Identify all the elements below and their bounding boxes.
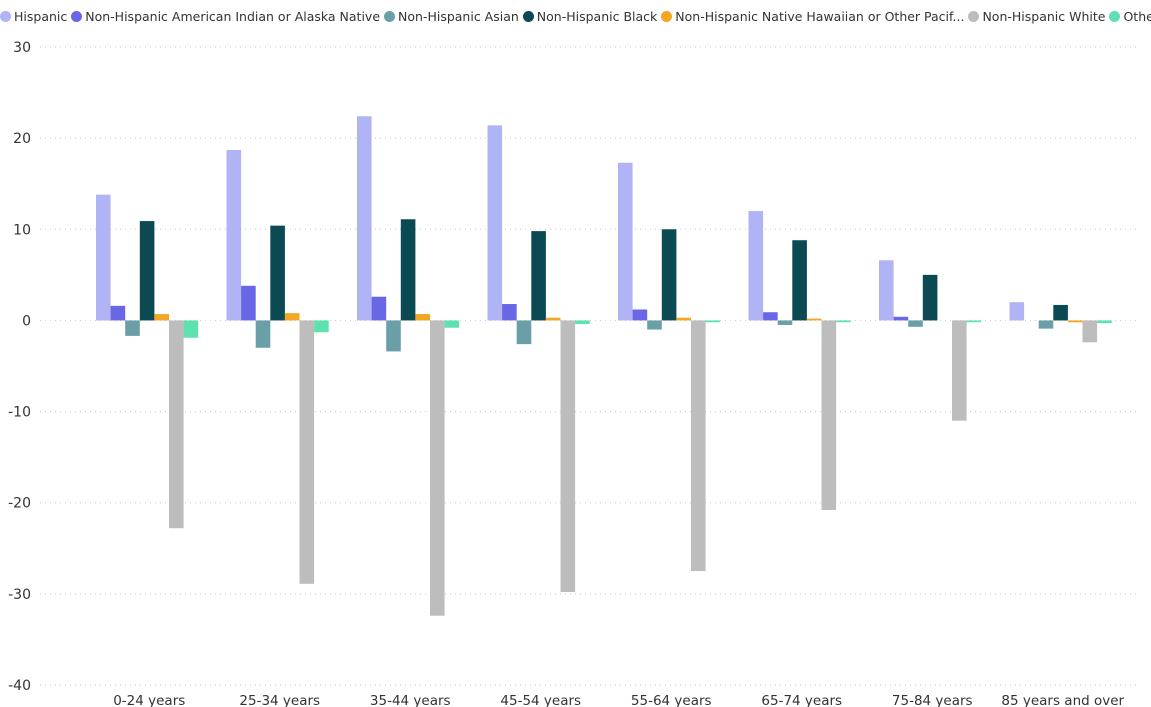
- legend-swatch: [968, 11, 980, 22]
- y-tick-label: -10: [8, 405, 31, 421]
- legend-swatch: [384, 11, 396, 22]
- bar[interactable]: [952, 320, 967, 421]
- bar[interactable]: [545, 317, 561, 321]
- legend-swatch: [661, 11, 673, 22]
- bar[interactable]: [893, 316, 909, 321]
- bar[interactable]: [1082, 320, 1098, 343]
- y-tick-label: 10: [13, 222, 31, 238]
- bar[interactable]: [691, 320, 706, 572]
- bar[interactable]: [879, 260, 894, 321]
- bar[interactable]: [125, 320, 140, 336]
- y-tick-label: -40: [8, 678, 31, 694]
- bar[interactable]: [255, 320, 271, 348]
- x-tick-label: 55-64 years: [631, 693, 712, 707]
- legend-label: Non-Hispanic White: [982, 9, 1106, 24]
- bar[interactable]: [169, 320, 184, 529]
- legend-label: Non-Hispanic Asian: [398, 9, 519, 24]
- bar[interactable]: [705, 320, 721, 323]
- legend-label: Hispanic: [14, 9, 68, 24]
- y-tick-label: 0: [22, 313, 31, 329]
- bar[interactable]: [139, 221, 155, 321]
- bar[interactable]: [430, 320, 445, 616]
- bar[interactable]: [226, 149, 242, 321]
- y-tick-label: -20: [8, 496, 31, 512]
- bar[interactable]: [632, 309, 648, 321]
- bar[interactable]: [676, 317, 691, 321]
- bar[interactable]: [154, 314, 169, 321]
- legend-item[interactable]: Othe: [1109, 9, 1151, 24]
- bar[interactable]: [618, 162, 633, 321]
- x-tick-label: 65-74 years: [761, 693, 842, 707]
- bar[interactable]: [647, 320, 662, 330]
- bar[interactable]: [575, 320, 590, 325]
- bar[interactable]: [502, 304, 517, 321]
- bar[interactable]: [1009, 302, 1025, 321]
- bar[interactable]: [400, 219, 416, 321]
- legend-label: Othe: [1123, 9, 1151, 24]
- bar[interactable]: [1038, 320, 1054, 329]
- bar[interactable]: [966, 320, 982, 323]
- bar[interactable]: [777, 320, 793, 325]
- bar[interactable]: [763, 312, 778, 321]
- bar[interactable]: [314, 320, 329, 333]
- bar[interactable]: [821, 320, 837, 511]
- bar[interactable]: [415, 314, 430, 321]
- y-tick-label: -30: [8, 587, 31, 603]
- bar[interactable]: [1053, 304, 1068, 321]
- bar[interactable]: [444, 320, 460, 328]
- bar[interactable]: [241, 285, 256, 321]
- bar[interactable]: [270, 225, 285, 321]
- bar[interactable]: [560, 320, 576, 593]
- bar[interactable]: [96, 194, 111, 321]
- bar[interactable]: [908, 320, 923, 327]
- bar[interactable]: [748, 211, 764, 321]
- bar[interactable]: [371, 296, 387, 321]
- x-tick-label: 75-84 years: [892, 693, 973, 707]
- legend-label: Non-Hispanic Black: [536, 9, 658, 24]
- legend-item[interactable]: Non-Hispanic American Indian or Alaska N…: [71, 9, 380, 24]
- legend-item[interactable]: Non-Hispanic Black: [522, 9, 658, 24]
- x-tick-label: 0-24 years: [113, 693, 185, 707]
- legend-swatch: [522, 11, 534, 22]
- bar[interactable]: [661, 229, 677, 321]
- bar[interactable]: [284, 313, 300, 321]
- bar[interactable]: [792, 240, 807, 321]
- x-tick-label: 45-54 years: [500, 693, 581, 707]
- chart-legend: Hispanic Non-Hispanic American Indian or …: [0, 8, 1151, 30]
- bar[interactable]: [110, 305, 126, 321]
- bar[interactable]: [299, 320, 315, 584]
- bar[interactable]: [531, 231, 546, 321]
- bar[interactable]: [386, 320, 401, 352]
- legend-swatch: [71, 11, 83, 22]
- bar[interactable]: [806, 318, 822, 321]
- bar[interactable]: [1067, 320, 1083, 323]
- x-tick-label: 25-34 years: [239, 693, 320, 707]
- legend-item[interactable]: Non-Hispanic Asian: [384, 9, 519, 24]
- legend-item[interactable]: Non-Hispanic Native Hawaiian or Other Pa…: [661, 9, 964, 24]
- legend-item[interactable]: Hispanic: [0, 9, 67, 24]
- bar[interactable]: [487, 125, 503, 321]
- bar[interactable]: [516, 320, 532, 345]
- y-tick-label: 20: [13, 131, 31, 147]
- bar[interactable]: [922, 274, 938, 321]
- bar[interactable]: [357, 116, 372, 321]
- bar[interactable]: [183, 320, 199, 338]
- legend-swatch: [1109, 11, 1121, 22]
- legend-swatch: [0, 11, 11, 22]
- bar[interactable]: [836, 320, 851, 323]
- y-tick-label: 30: [13, 40, 31, 56]
- x-tick-label: 35-44 years: [370, 693, 451, 707]
- bar[interactable]: [1097, 320, 1112, 324]
- x-tick-label: 85 years and over: [1001, 693, 1124, 707]
- legend-label: Non-Hispanic American Indian or Alaska N…: [85, 9, 381, 24]
- legend-label: Non-Hispanic Native Hawaiian or Other Pa…: [675, 9, 965, 24]
- legend-item[interactable]: Non-Hispanic White: [968, 9, 1105, 24]
